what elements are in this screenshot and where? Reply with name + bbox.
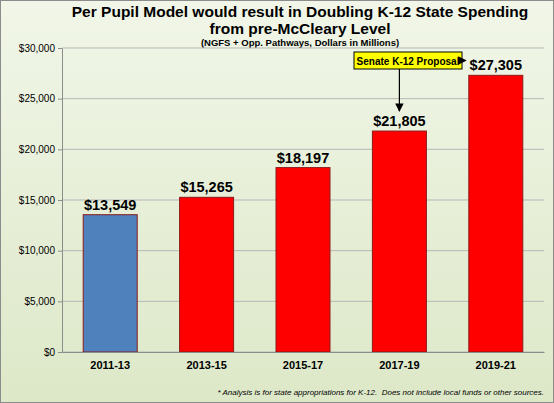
- x-tick: 2011-13: [90, 352, 130, 371]
- annotation-arrow: [399, 69, 400, 111]
- footnote: * Analysis is for state appropriations f…: [217, 388, 544, 397]
- y-tick-label: $0: [44, 347, 56, 358]
- y-tick: $25,000: [19, 93, 62, 104]
- y-tick-mark: [58, 251, 62, 252]
- y-tick-mark: [58, 352, 62, 353]
- data-labels: $13,549 $15,265 $18,197 $21,805 $27,305: [84, 57, 522, 212]
- x-tick-label: 2015-17: [283, 359, 323, 371]
- x-tick: 2017-19: [379, 352, 419, 371]
- x-tick-label: 2013-15: [186, 359, 226, 371]
- title: from pre-McCleary Level: [210, 20, 391, 37]
- bar: [180, 197, 234, 352]
- y-tick-mark: [58, 99, 62, 100]
- y-tick-mark: [58, 301, 62, 302]
- data-label: $21,805: [373, 113, 425, 129]
- x-tick: 2015-17: [283, 352, 323, 371]
- background: [1, 1, 554, 403]
- y-tick-label: $25,000: [19, 93, 56, 104]
- bars: [83, 75, 523, 352]
- bar: [469, 75, 523, 352]
- y-tick: $5,000: [24, 296, 62, 307]
- y-tick-label: $15,000: [19, 195, 56, 206]
- x-tick: 2013-15: [186, 352, 226, 371]
- annotation: Senate K-12 Proposal: [354, 52, 466, 111]
- x-tick-label: 2019-21: [476, 359, 516, 371]
- y-tick-mark: [58, 149, 62, 150]
- y-tick-label: $10,000: [19, 245, 56, 256]
- y-tick-mark: [58, 48, 62, 49]
- data-label: $18,197: [277, 150, 329, 166]
- y-tick: $30,000: [19, 43, 62, 54]
- y-axis-line: [62, 49, 63, 353]
- annotation-box: [354, 52, 462, 69]
- y-tick: $20,000: [19, 144, 62, 155]
- annotation-text: Senate K-12 Proposal: [357, 56, 460, 67]
- y-tick: $0: [44, 347, 62, 358]
- x-axis-line: [63, 352, 545, 353]
- x-tick: 2019-21: [476, 352, 516, 371]
- x-tick-label: 2011-13: [90, 359, 130, 371]
- annotation-arrow: [462, 60, 466, 61]
- grid-line: [62, 48, 544, 49]
- bar: [83, 215, 137, 352]
- y-tick-mark: [58, 200, 62, 201]
- y-tick-label: $20,000: [19, 144, 56, 155]
- data-label: $27,305: [470, 57, 522, 73]
- y-tick-label: $5,000: [24, 296, 55, 307]
- data-label: $15,265: [180, 179, 232, 195]
- y-tick: $15,000: [19, 195, 62, 206]
- y-tick: $10,000: [19, 245, 62, 256]
- grid: [62, 48, 544, 352]
- y-axis: $0 $5,000 $10,000 $15,000 $20,000 $25,000 $30,…: [19, 43, 63, 358]
- title: Per Pupil Model would result in Doubling…: [72, 3, 528, 20]
- plot: $0 $5,000 $10,000 $15,000 $20,000 $25,000 $30,…: [19, 43, 545, 371]
- x-axis: 2011-13 2013-15 2015-17 2017-19 2019-21: [63, 352, 545, 371]
- y-tick-label: $30,000: [19, 43, 56, 54]
- subtitle: (NGFS + Opp. Pathways, Dollars in Millio…: [201, 37, 399, 48]
- x-tick-label: 2017-19: [379, 359, 419, 371]
- chart-svg: Per Pupil Model would result in Doubling…: [0, 0, 554, 403]
- data-label: $13,549: [84, 197, 136, 213]
- bar: [372, 131, 426, 352]
- chart-container: Per Pupil Model would result in Doubling…: [0, 0, 554, 403]
- bar: [276, 168, 330, 352]
